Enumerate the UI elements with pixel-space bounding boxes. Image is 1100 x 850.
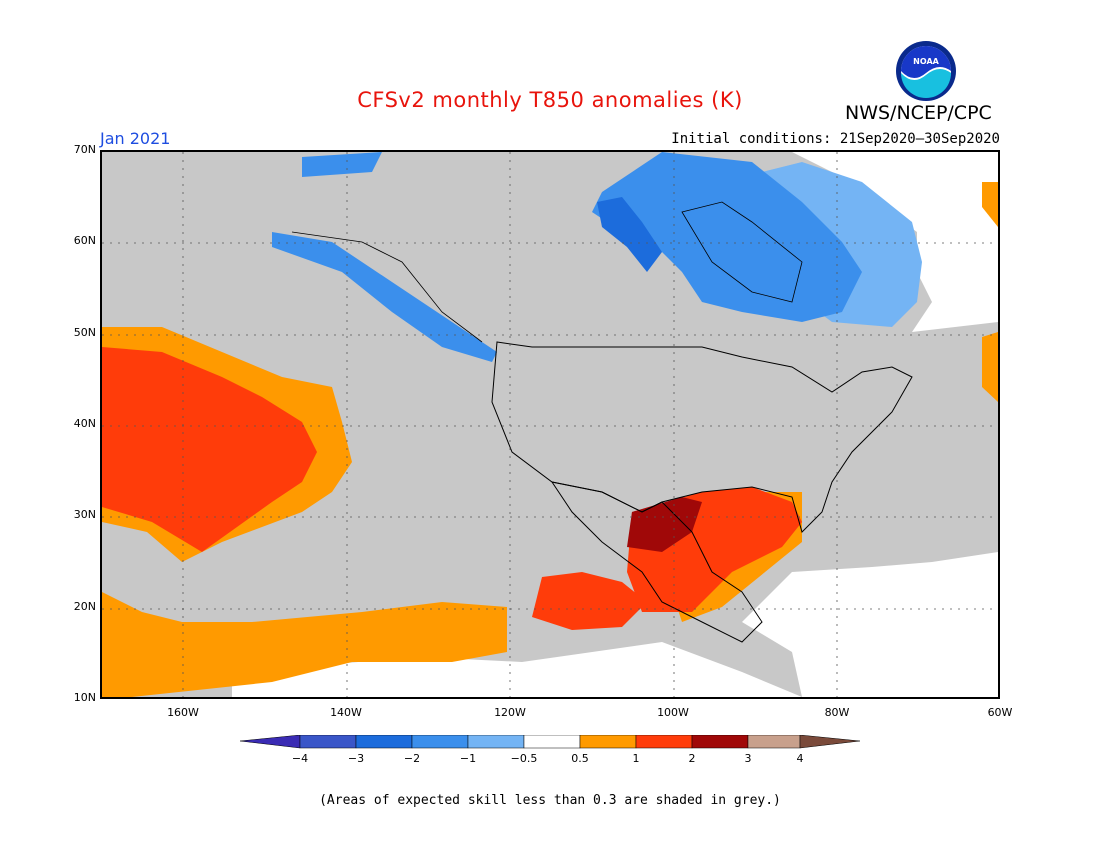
dark-blue-region-hudson	[597, 197, 662, 272]
colorbar-tick-label: 0.5	[571, 752, 589, 765]
lat-label-50n: 50N	[73, 326, 96, 339]
colorbar-tick-label: −2	[403, 752, 421, 765]
colorbar-tick-label: −1	[459, 752, 477, 765]
colorbar-arrow-left	[240, 735, 301, 749]
colorbar-tick-label: 1	[632, 752, 640, 765]
colorbar-arrow-right	[799, 735, 860, 749]
colorbar-bin-1	[299, 735, 357, 749]
colorbar-tick-label: 4	[796, 752, 804, 765]
colorbar-bin-6	[579, 735, 637, 749]
lon-label-140w: 140W	[330, 706, 362, 719]
colorbar-bin-8	[691, 735, 749, 749]
white-region-south	[232, 642, 802, 697]
colorbar-tick-label: −0.5	[510, 752, 538, 765]
colorbar	[240, 735, 860, 749]
colorbar-tick-label: 3	[744, 752, 752, 765]
orange-region-atlantic	[982, 332, 998, 402]
noaa-logo: NOAA	[896, 41, 956, 101]
initial-conditions: Initial conditions: 21Sep2020–30Sep2020	[671, 131, 1000, 147]
agency-label: NWS/NCEP/CPC	[845, 102, 992, 124]
colorbar-bin-5	[523, 735, 581, 749]
orange-region-greenland	[982, 182, 998, 227]
colorbar-bin-4	[467, 735, 525, 749]
lat-label-10n: 10N	[73, 691, 96, 704]
lon-label-60w: 60W	[987, 706, 1013, 719]
blue-region-topleft	[302, 152, 382, 177]
white-region-northeast	[792, 152, 998, 332]
hudson-bay-coast	[681, 201, 803, 303]
lat-label-60n: 60N	[73, 234, 96, 247]
white-region-tropics-east	[742, 552, 998, 697]
anomaly-map	[100, 150, 1000, 699]
graticule	[102, 152, 998, 697]
lon-label-100w: 100W	[657, 706, 689, 719]
colorbar-tick-label: −3	[347, 752, 365, 765]
canada-coast	[291, 231, 483, 343]
dark-red-region-texas	[627, 497, 702, 552]
red-region-pacific-north	[102, 347, 317, 552]
blue-region-canada	[592, 152, 862, 322]
colorbar-bin-9	[747, 735, 801, 749]
colorbar-tick-label: 2	[688, 752, 696, 765]
skill-note: (Areas of expected skill less than 0.3 a…	[319, 793, 781, 808]
lat-label-20n: 20N	[73, 600, 96, 613]
colorbar-bin-7	[635, 735, 693, 749]
orange-region-pacific-south	[102, 592, 507, 697]
mexico-outline	[550, 481, 763, 643]
lat-label-70n: 70N	[73, 143, 96, 156]
colorbar-tick-label: −4	[291, 752, 309, 765]
lon-label-80w: 80W	[824, 706, 850, 719]
chart-title: CFSv2 monthly T850 anomalies (K)	[357, 88, 743, 112]
colorbar-bin-2	[355, 735, 413, 749]
map-canvas	[102, 152, 998, 697]
lon-label-120w: 120W	[494, 706, 526, 719]
forecast-month: Jan 2021	[100, 129, 171, 148]
colorbar-bin-3	[411, 735, 469, 749]
svg-text:NOAA: NOAA	[913, 57, 939, 66]
lat-label-40n: 40N	[73, 417, 96, 430]
blue-region-alaska-coast	[272, 232, 497, 362]
lat-label-30n: 30N	[73, 508, 96, 521]
lon-label-160w: 160W	[167, 706, 199, 719]
red-region-mexico-pacific	[532, 572, 647, 630]
